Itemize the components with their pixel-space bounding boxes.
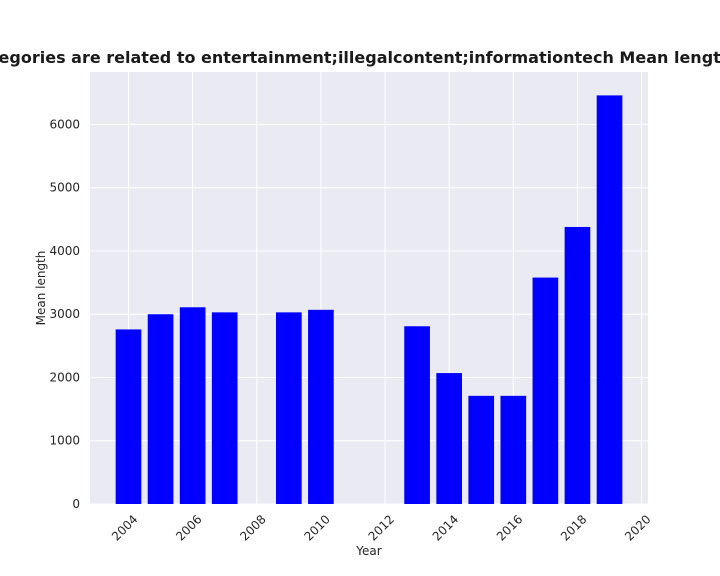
x-axis-label: Year [355,544,381,558]
x-tick-label-2: 2008 [237,512,268,543]
y-tick-labels: 0 1000 2000 3000 4000 5000 6000 [49,117,80,511]
bar-2018 [564,226,591,505]
y-tick-label-3: 3000 [49,307,80,321]
bar-2015 [468,395,495,504]
bars [115,95,623,505]
bar-2017 [532,277,559,504]
y-axis-label: Mean length [34,251,48,326]
bar-2004 [115,329,142,504]
x-tick-label-7: 2018 [558,512,589,543]
bar-2005 [147,314,174,504]
bar-2007 [211,312,238,504]
x-tick-labels: 2004 2006 2008 2010 2012 2014 2016 2018 2020 [109,512,654,543]
x-tick-label-4: 2012 [366,512,397,543]
bar-2019 [596,95,623,504]
y-tick-label-4: 4000 [49,244,80,258]
x-tick-label-0: 2004 [109,512,140,543]
y-tick-label-0: 0 [72,497,80,511]
x-tick-label-3: 2010 [301,512,332,543]
plot-area [90,72,648,504]
bar-2010 [308,309,334,504]
bar-2009 [276,312,302,504]
bar-2013 [404,326,430,504]
y-tick-label-6: 6000 [49,117,80,131]
x-tick-label-8: 2020 [622,512,653,543]
x-tick-label-6: 2016 [494,512,525,543]
y-tick-label-5: 5000 [49,181,80,195]
y-tick-label-1: 1000 [49,434,80,448]
y-tick-label-2: 2000 [49,370,80,384]
x-tick-label-5: 2014 [430,512,461,543]
chart-title: Websites whose categories are related to… [0,48,720,67]
bar-2014 [436,373,462,504]
bar-2006 [179,307,206,504]
x-tick-label-1: 2006 [173,512,204,543]
bar-2016 [500,395,527,504]
